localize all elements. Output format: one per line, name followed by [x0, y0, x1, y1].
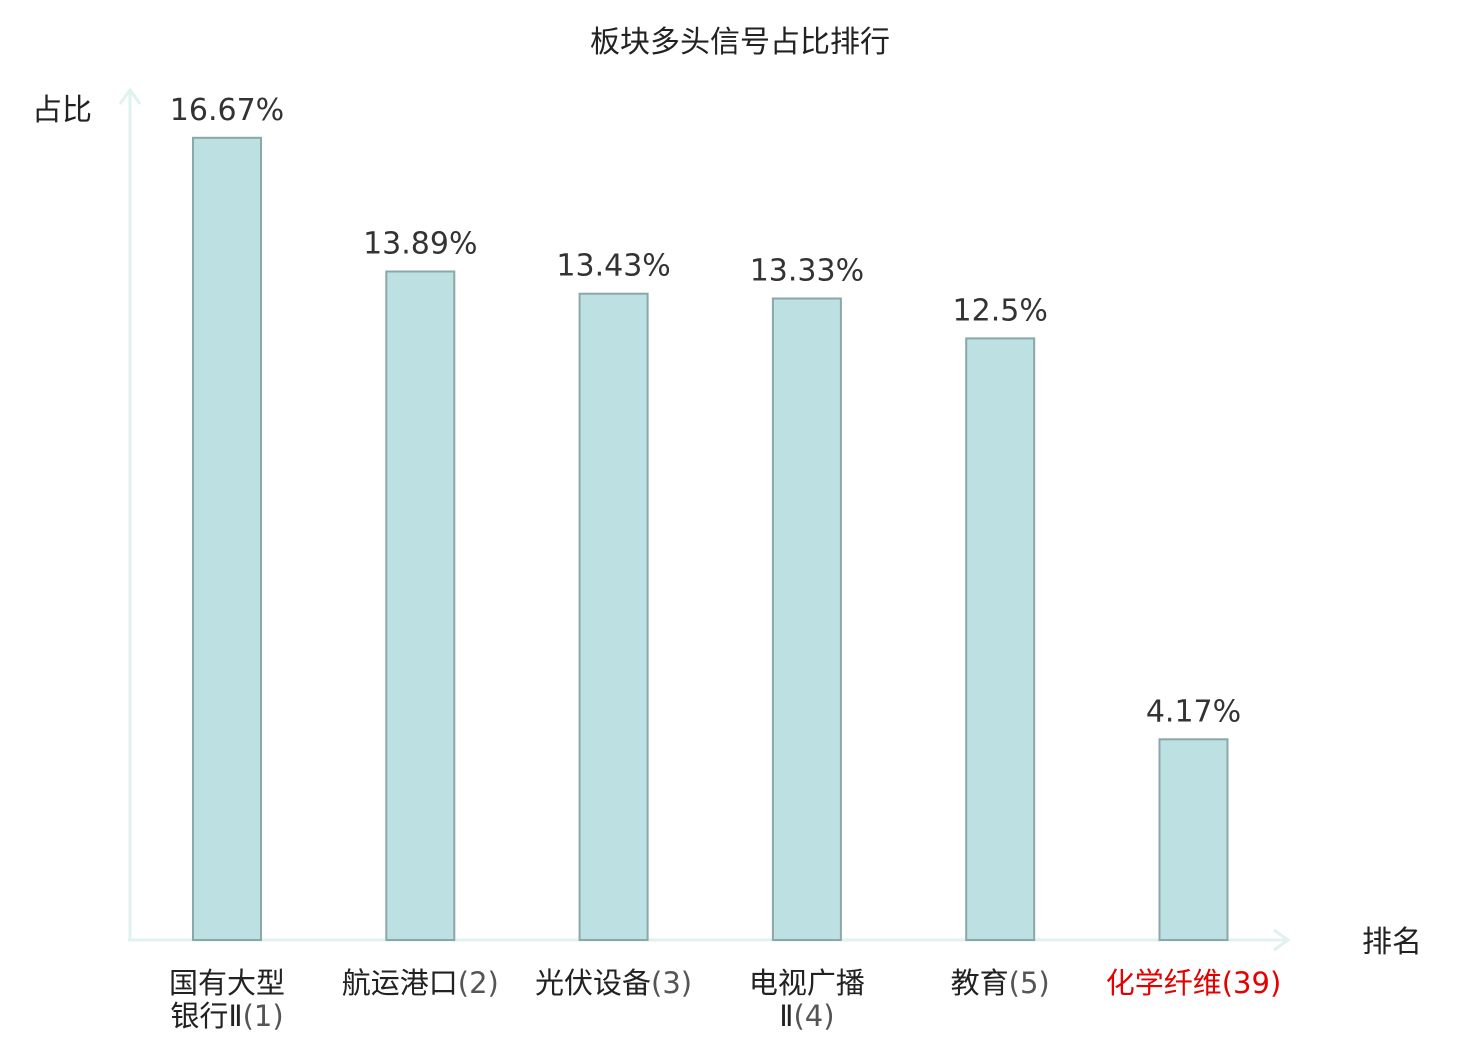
bar-1: [192, 136, 262, 942]
category-label-3: 光伏设备(3): [535, 966, 692, 1000]
x-axis-arrow-icon: [1273, 928, 1291, 952]
y-axis-arrow-icon: [118, 87, 142, 105]
bar-value-label-5: 12.5%: [953, 293, 1048, 328]
x-axis-label: 排名: [1362, 925, 1422, 960]
category-label-2: 航运港口(2): [342, 966, 499, 1000]
bar-3: [578, 292, 649, 941]
bar-value-label-6: 4.17%: [1146, 694, 1241, 729]
bar-value-label-3: 13.43%: [556, 249, 670, 284]
category-labels-group: 国有大型银行Ⅱ(1) 航运港口(2) 光伏设备(3) 电视广播 Ⅱ(4) 教育(5) 化学纤…: [169, 966, 1281, 1033]
bar-5: [965, 337, 1036, 941]
bar-4: [771, 297, 842, 941]
chart-title: 板块多头信号占比排行: [590, 25, 890, 60]
category-label-1: 国有大型银行Ⅱ(1): [169, 966, 285, 1033]
bar-2: [385, 270, 456, 941]
category-label-5: 教育(5): [951, 966, 1050, 1000]
y-axis-label: 占比: [32, 93, 92, 128]
bar-value-label-4: 13.33%: [750, 254, 864, 289]
bars-group: [192, 136, 1229, 942]
axes: [118, 87, 1291, 952]
category-label-4: 电视广播 Ⅱ(4): [749, 966, 865, 1033]
bar-value-label-1: 16.67%: [170, 93, 284, 128]
bar-value-label-2: 13.89%: [363, 227, 477, 262]
bar-6: [1158, 738, 1229, 941]
value-labels-group: 16.67% 13.89% 13.43% 13.33% 12.5% 4.17%: [170, 93, 1241, 729]
category-label-6: 化学纤维(39): [1106, 966, 1282, 1000]
